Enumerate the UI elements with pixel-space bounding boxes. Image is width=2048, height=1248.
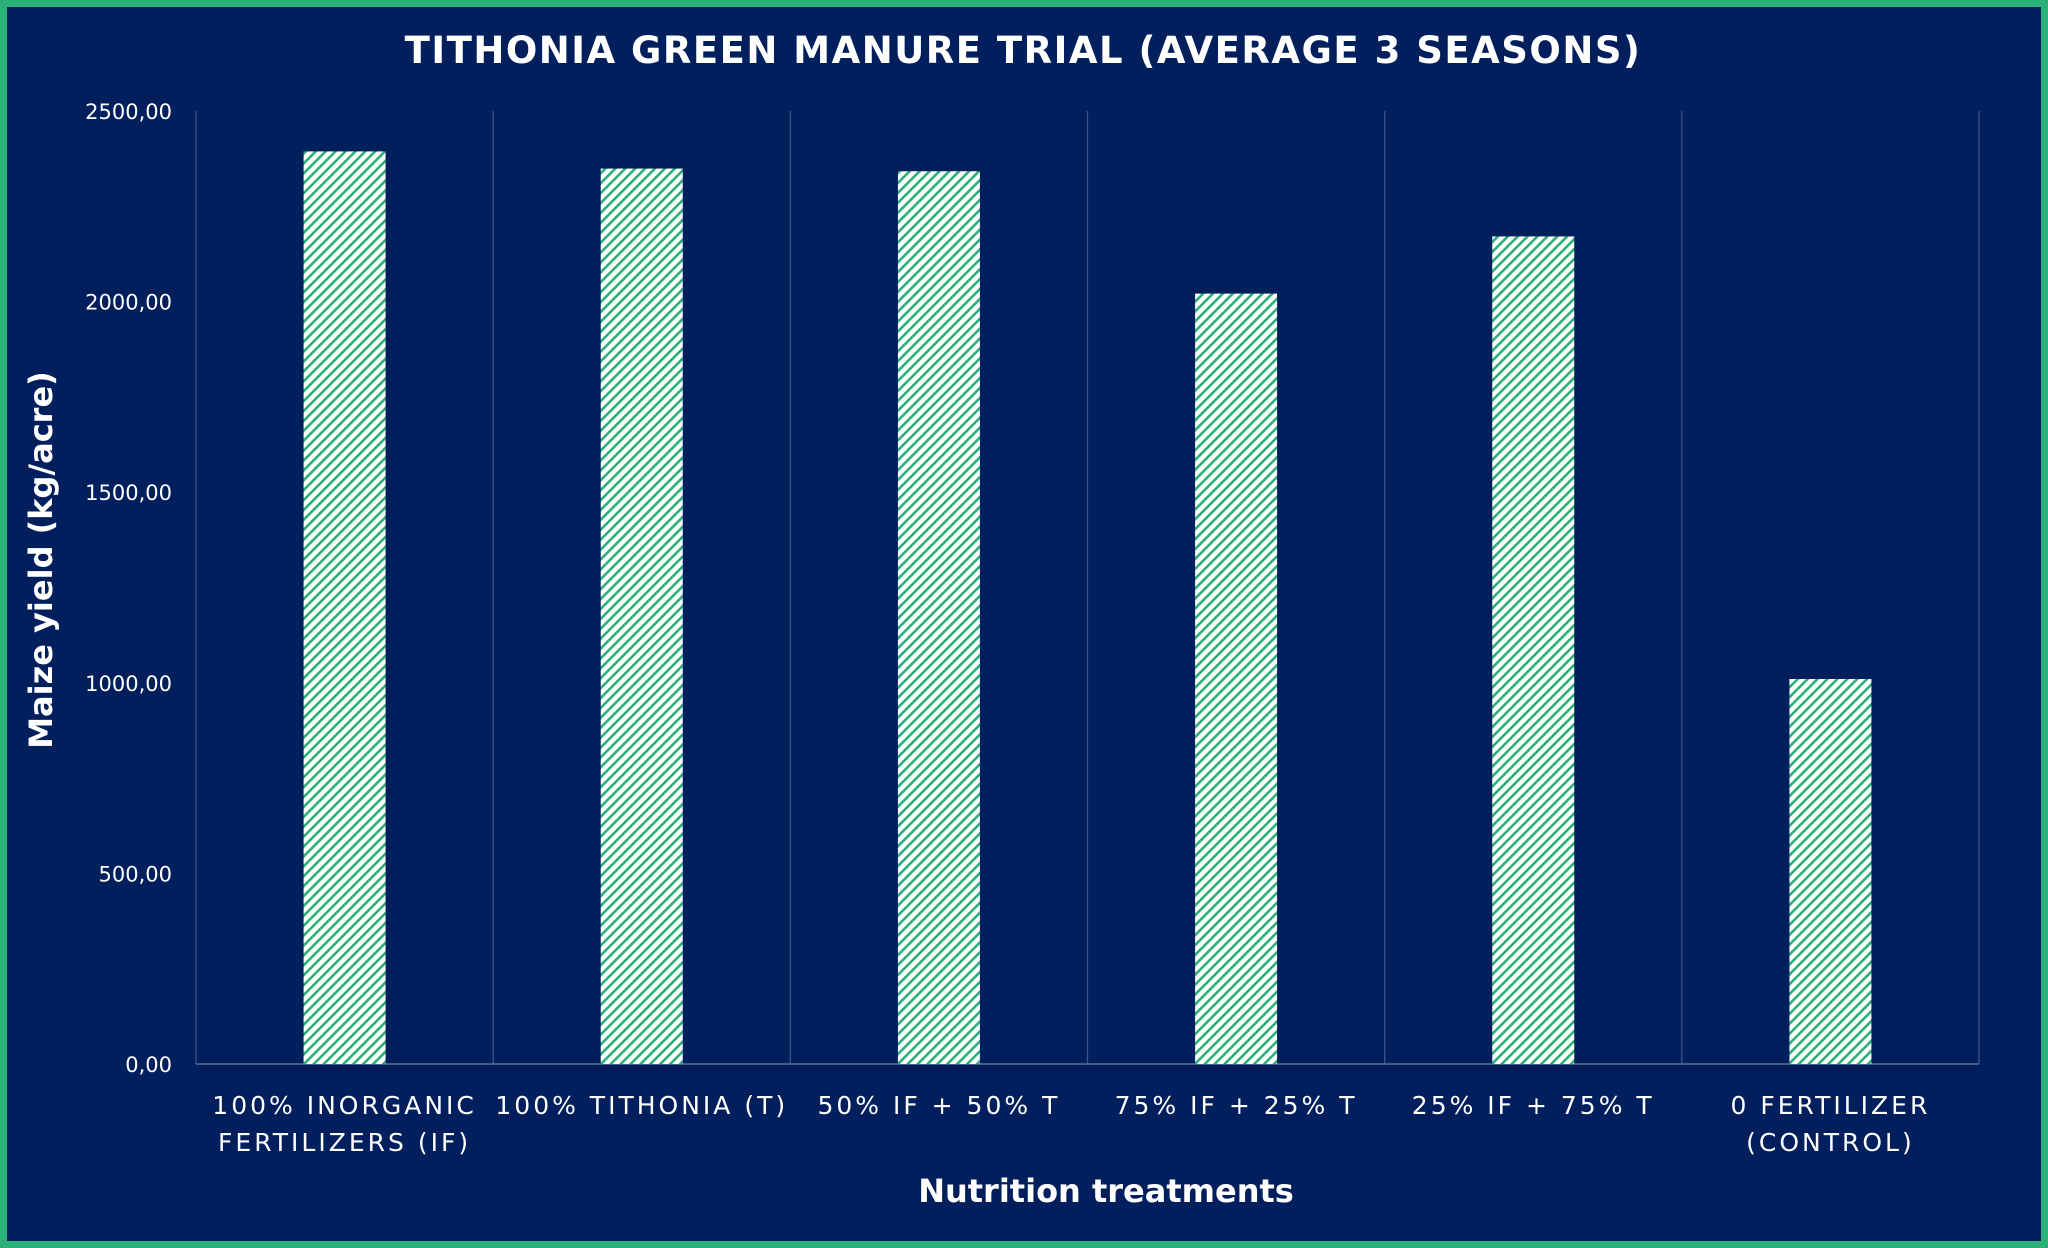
y-tick-label: 1000,00 <box>85 672 172 696</box>
y-tick-label: 2500,00 <box>85 100 172 124</box>
x-tick-label: 50% IF + 50% T <box>817 1091 1060 1120</box>
y-tick-label: 2000,00 <box>85 291 172 315</box>
x-tick-label: 25% IF + 75% T <box>1412 1091 1655 1120</box>
x-axis-label: Nutrition treatments <box>918 1172 1294 1210</box>
bar <box>1195 293 1278 1064</box>
chart-title: TITHONIA GREEN MANURE TRIAL (AVERAGE 3 S… <box>405 29 1642 72</box>
bar <box>897 171 980 1064</box>
bar <box>1789 678 1872 1064</box>
x-tick-label: FERTILIZERS (IF) <box>218 1128 471 1157</box>
x-tick-label: 75% IF + 25% T <box>1115 1091 1358 1120</box>
x-tick-label: (CONTROL) <box>1746 1128 1915 1157</box>
y-tick-label: 500,00 <box>99 862 172 886</box>
x-tick-label: 100% INORGANIC <box>212 1091 477 1120</box>
y-axis-label: Maize yield (kg/acre) <box>22 371 60 749</box>
x-tick-label: 100% TITHONIA (T) <box>495 1091 788 1120</box>
y-tick-label: 1500,00 <box>85 481 172 505</box>
bar <box>1492 236 1575 1064</box>
x-tick-label: 0 FERTILIZER <box>1731 1091 1931 1120</box>
y-tick-label: 0,00 <box>125 1053 172 1077</box>
bar <box>303 151 386 1064</box>
bar <box>600 168 683 1064</box>
